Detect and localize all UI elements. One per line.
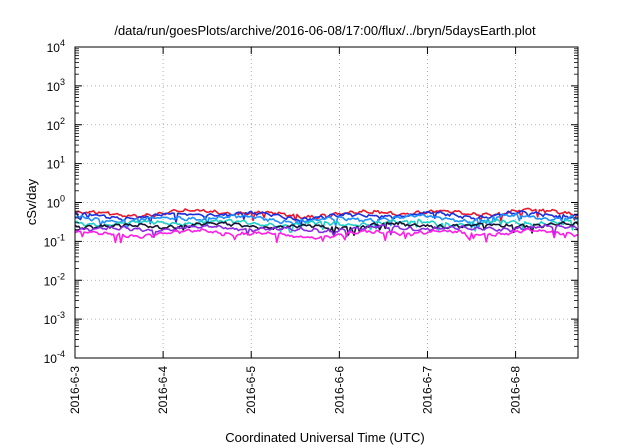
series-line bbox=[74, 228, 579, 244]
y-tick-label: 101 bbox=[47, 155, 65, 172]
series-line bbox=[74, 218, 578, 233]
y-tick-label: 10-1 bbox=[44, 232, 65, 249]
chart-title: /data/run/goesPlots/archive/2016-06-08/1… bbox=[114, 23, 536, 38]
y-tick-label: 102 bbox=[47, 116, 65, 133]
series-line bbox=[74, 220, 579, 237]
x-axis-label: Coordinated Universal Time (UTC) bbox=[225, 430, 424, 445]
x-tick-label: 2016-6-3 bbox=[68, 366, 82, 414]
y-tick-label: 103 bbox=[47, 77, 65, 94]
y-tick-label: 100 bbox=[47, 194, 65, 211]
x-tick-label: 2016-6-6 bbox=[332, 366, 346, 414]
x-tick-label: 2016-6-4 bbox=[156, 366, 170, 414]
y-tick-label: 104 bbox=[47, 38, 65, 55]
series-line bbox=[75, 212, 579, 230]
y-axis-label: cSv/day bbox=[24, 178, 39, 225]
x-tick-label: 2016-6-5 bbox=[244, 366, 258, 414]
series-line bbox=[74, 223, 579, 239]
x-axis-ticks: 2016-6-3 2016-6-4 2016-6-5 2016-6-6 2016-6-7… bbox=[68, 47, 523, 414]
y-axis-ticks: 10-4 10-3 10-2 10-1 100 101 102 103 104 bbox=[44, 38, 578, 366]
plot-frame bbox=[74, 46, 579, 359]
y-tick-label: 10-2 bbox=[44, 271, 65, 288]
grid-lines bbox=[75, 47, 578, 358]
y-tick-label: 10-3 bbox=[44, 310, 65, 327]
x-tick-label: 2016-6-7 bbox=[420, 366, 434, 414]
data-series bbox=[74, 207, 579, 244]
y-tick-label: 10-4 bbox=[44, 349, 65, 366]
x-tick-label: 2016-6-8 bbox=[509, 366, 523, 414]
